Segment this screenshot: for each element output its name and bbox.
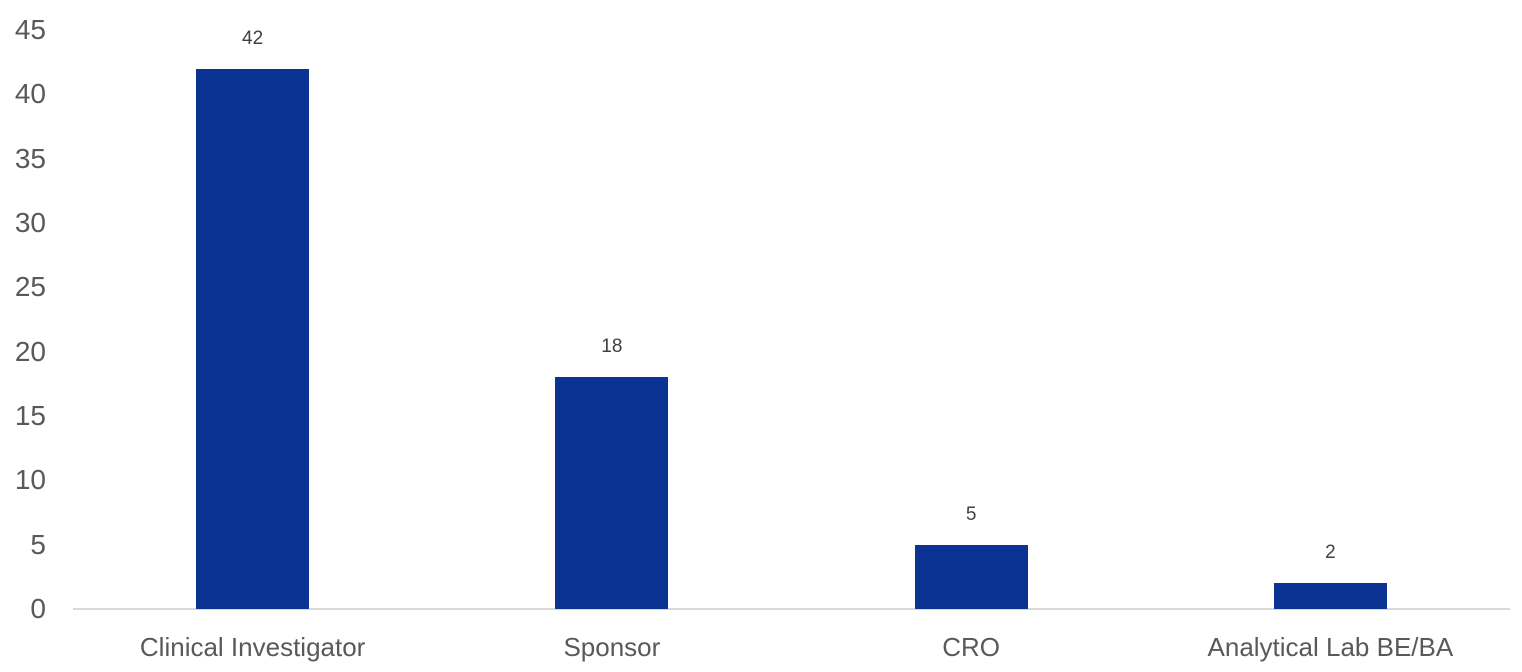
- bar-column: 2: [1151, 30, 1510, 609]
- y-tick-label: 10: [14, 464, 46, 496]
- bar-value-label: 42: [242, 27, 264, 49]
- x-axis-labels: Clinical Investigator Sponsor CRO Analytica…: [73, 633, 1510, 662]
- bar-value-label: 2: [1325, 542, 1336, 564]
- x-axis-line: [73, 608, 1510, 610]
- y-tick-label: 40: [14, 78, 46, 110]
- bar-column: 42: [73, 27, 432, 609]
- bar-value-label: 5: [965, 503, 977, 525]
- y-tick-label: 45: [14, 14, 46, 45]
- plot-area: 42 18 5 2: [73, 27, 1510, 610]
- category-label: Clinical Investigator: [139, 632, 366, 662]
- bar-column: 5: [792, 30, 1151, 609]
- category-label: Analytical Lab BE/BA: [1207, 632, 1454, 662]
- y-tick-label: 15: [14, 400, 46, 431]
- y-axis: 0 5 10 15 20 25 30 35 40 45: [0, 16, 46, 623]
- bar: [914, 544, 1028, 609]
- y-tick-label: 30: [14, 207, 46, 238]
- bars-container: 42 18 5 2: [73, 27, 1510, 609]
- bar: [1273, 583, 1387, 609]
- y-tick-label: 0: [30, 593, 46, 624]
- category-label: Sponsor: [563, 632, 661, 662]
- y-tick-label: 35: [14, 142, 46, 174]
- y-tick-label: 20: [14, 335, 46, 367]
- bar-column: 18: [432, 30, 791, 609]
- y-tick-label: 5: [30, 528, 46, 560]
- category-label: CRO: [942, 632, 1001, 662]
- y-tick-label: 25: [14, 271, 46, 303]
- bar: [555, 377, 669, 609]
- bar-value-label: 18: [601, 336, 623, 358]
- bar: [196, 68, 310, 609]
